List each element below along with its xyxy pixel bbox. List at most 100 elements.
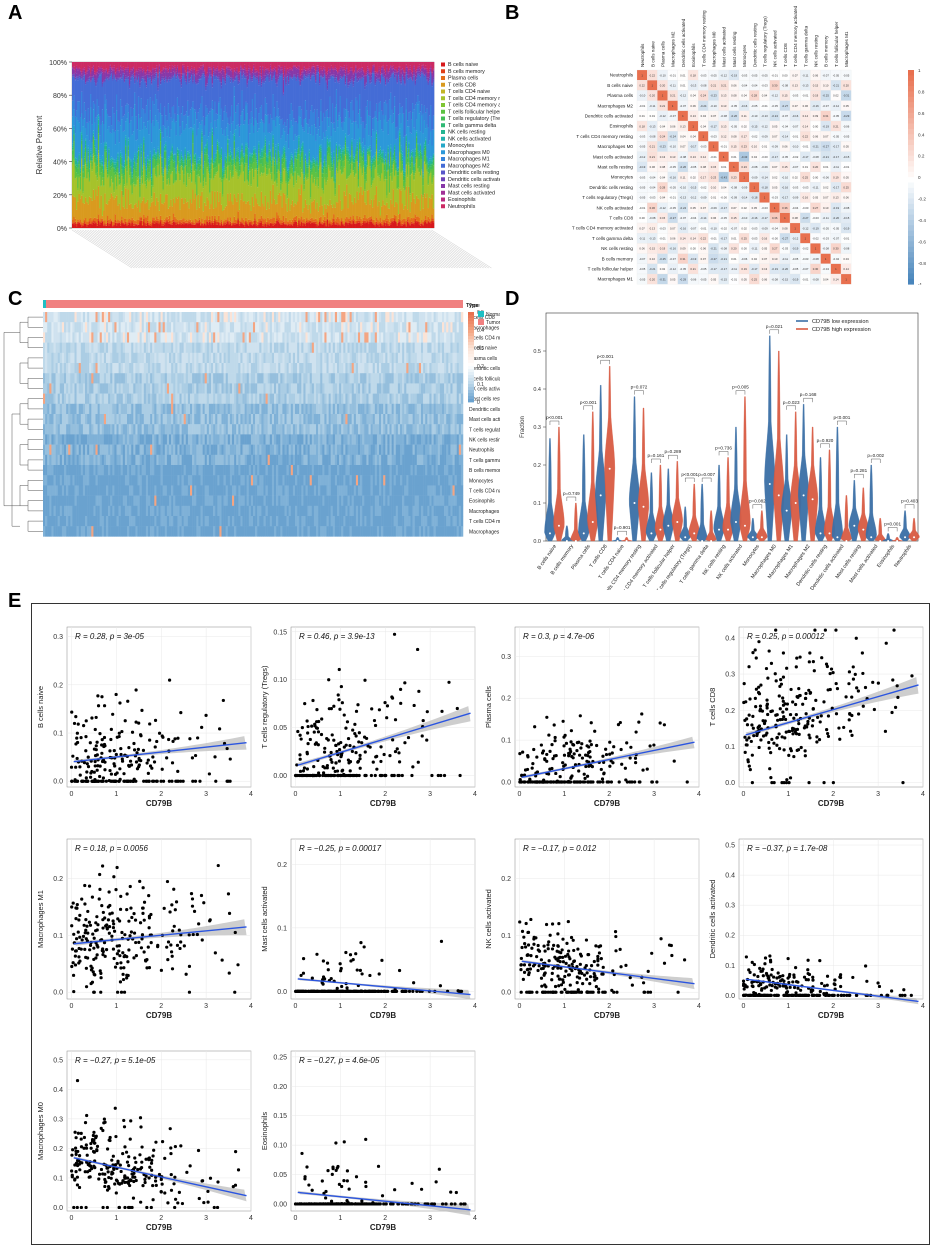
panel-a-bar-segment [206,149,209,155]
panel-a-bar-segment [329,147,331,157]
panel-a-bar-segment [190,169,193,172]
panel-a-bar-segment [153,223,156,228]
panel-a-bar-segment [167,178,170,180]
panel-a-bar-segment [140,144,143,148]
panel-a-bar-segment [214,156,216,159]
panel-a-bar-segment [201,222,203,224]
panel-a-bar-segment [291,168,294,176]
panel-a-bar-segment [115,71,118,75]
panel-a-bar-segment [90,152,92,156]
panel-a-bar-segment [168,159,171,165]
panel-a-bar-segment [84,161,87,165]
panel-a-bar-segment [277,170,280,195]
panel-a-bar-segment [93,223,96,228]
panel-a-bar-segment [207,171,210,174]
panel-a-bar-segment [212,224,215,228]
panel-a-bar-segment [130,159,132,161]
panel-a-bar-segment [184,70,187,72]
panel-a-bar-segment [175,121,178,136]
panel-a-bar-segment [78,67,81,69]
panel-a-bar-segment [172,213,175,220]
panel-a-bar-segment [148,181,150,210]
panel-a-bar-segment [207,163,210,166]
panel-a-bar-segment [250,210,253,221]
panel-a-bar-segment [84,74,87,83]
panel-a-bar-segment [255,169,258,199]
panel-a-bar-segment [287,224,290,228]
panel-a-bar-segment [180,82,183,85]
panel-a-bar-segment [224,207,227,220]
panel-a-bar-segment [82,172,84,178]
panel-a-bar-segment [348,117,351,135]
panel-a-bar-segment [306,62,308,69]
panel-a-bar-segment [264,167,267,196]
panel-a-bar-segment [233,140,236,142]
panel-a-bar-segment [276,75,278,83]
panel-a-bar-segment [265,69,268,71]
panel-a-bar-segment [219,72,221,80]
panel-a-bar-segment [349,62,352,68]
panel-a-bar-segment [327,62,330,68]
panel-a-bar-segment [176,67,179,73]
panel-a-bar-segment [272,157,274,161]
panel-a-bar-segment [139,178,141,183]
panel-a-bar-segment [340,149,343,152]
panel-a-bar-segment [81,158,83,160]
panel-a-bar-segment [344,109,347,118]
panel-a-bar-segment [315,218,317,222]
panel-a-bar-segment [330,177,333,180]
panel-a-bar-segment [324,155,326,157]
panel-a-bar-segment [209,69,211,73]
panel-a-bar-segment [100,62,103,67]
panel-a-bar-segment [303,69,306,73]
panel-a-bar-segment [101,70,104,73]
panel-a-bar-segment [154,154,157,158]
panel-a-bar-segment [263,146,265,149]
panel-a-bar-segment [172,118,175,155]
panel-a-bar-segment [286,169,289,171]
panel-a-bar-segment [81,195,83,223]
panel-a-bar-segment [176,66,179,68]
panel-a-bar-segment [207,62,210,66]
panel-a-bar-segment [82,77,84,81]
panel-a-bar-segment [274,159,277,180]
panel-a-bar-segment [104,151,106,163]
panel-a-bar-segment [280,74,282,77]
panel-a-bar-segment [338,79,340,82]
panel-a-bar-segment [278,62,281,66]
panel-a-bar-segment [113,73,115,75]
panel-a-bar-segment [75,160,78,165]
panel-a-bar-segment [351,62,353,68]
panel-a-bar-segment [256,131,259,161]
panel-a-bar-segment [88,121,91,141]
panel-a-bar-segment [81,130,83,133]
panel-a-bar-segment [106,165,109,168]
panel-a-bar-segment [348,82,351,86]
panel-a-bar-segment [211,127,214,129]
panel-a-bar-segment [234,166,237,170]
panel-a-bar-segment [240,221,242,224]
panel-a-bar-segment [253,206,255,221]
panel-a-bar-segment [315,209,317,219]
panel-a-bar-segment [274,70,277,72]
panel-a-bar-segment [374,160,377,168]
panel-a-bar-segment [315,81,317,84]
panel-a-bar-segment [144,161,146,165]
panel-a-bar-segment [326,88,329,91]
panel-a-bar-segment [250,156,253,162]
panel-a-bar-segment [109,164,112,167]
panel-a-bar-segment [214,153,216,157]
panel-a-bar-segment [309,223,312,228]
panel-a-bar-segment [161,62,163,71]
panel-a-bar-segment [254,218,256,221]
panel-a-bar-segment [316,220,318,225]
panel-a-bar-segment [93,103,96,123]
panel-a-bar-segment [128,168,131,176]
panel-a-bar-segment [234,112,237,130]
panel-a-bar-segment [127,157,130,190]
panel-a-bar-segment [161,225,163,228]
panel-a-bar-segment [241,217,243,223]
panel-a-bar-segment [324,117,326,138]
panel-a-bar-segment [339,96,342,118]
panel-a-bar-segment [302,222,304,226]
